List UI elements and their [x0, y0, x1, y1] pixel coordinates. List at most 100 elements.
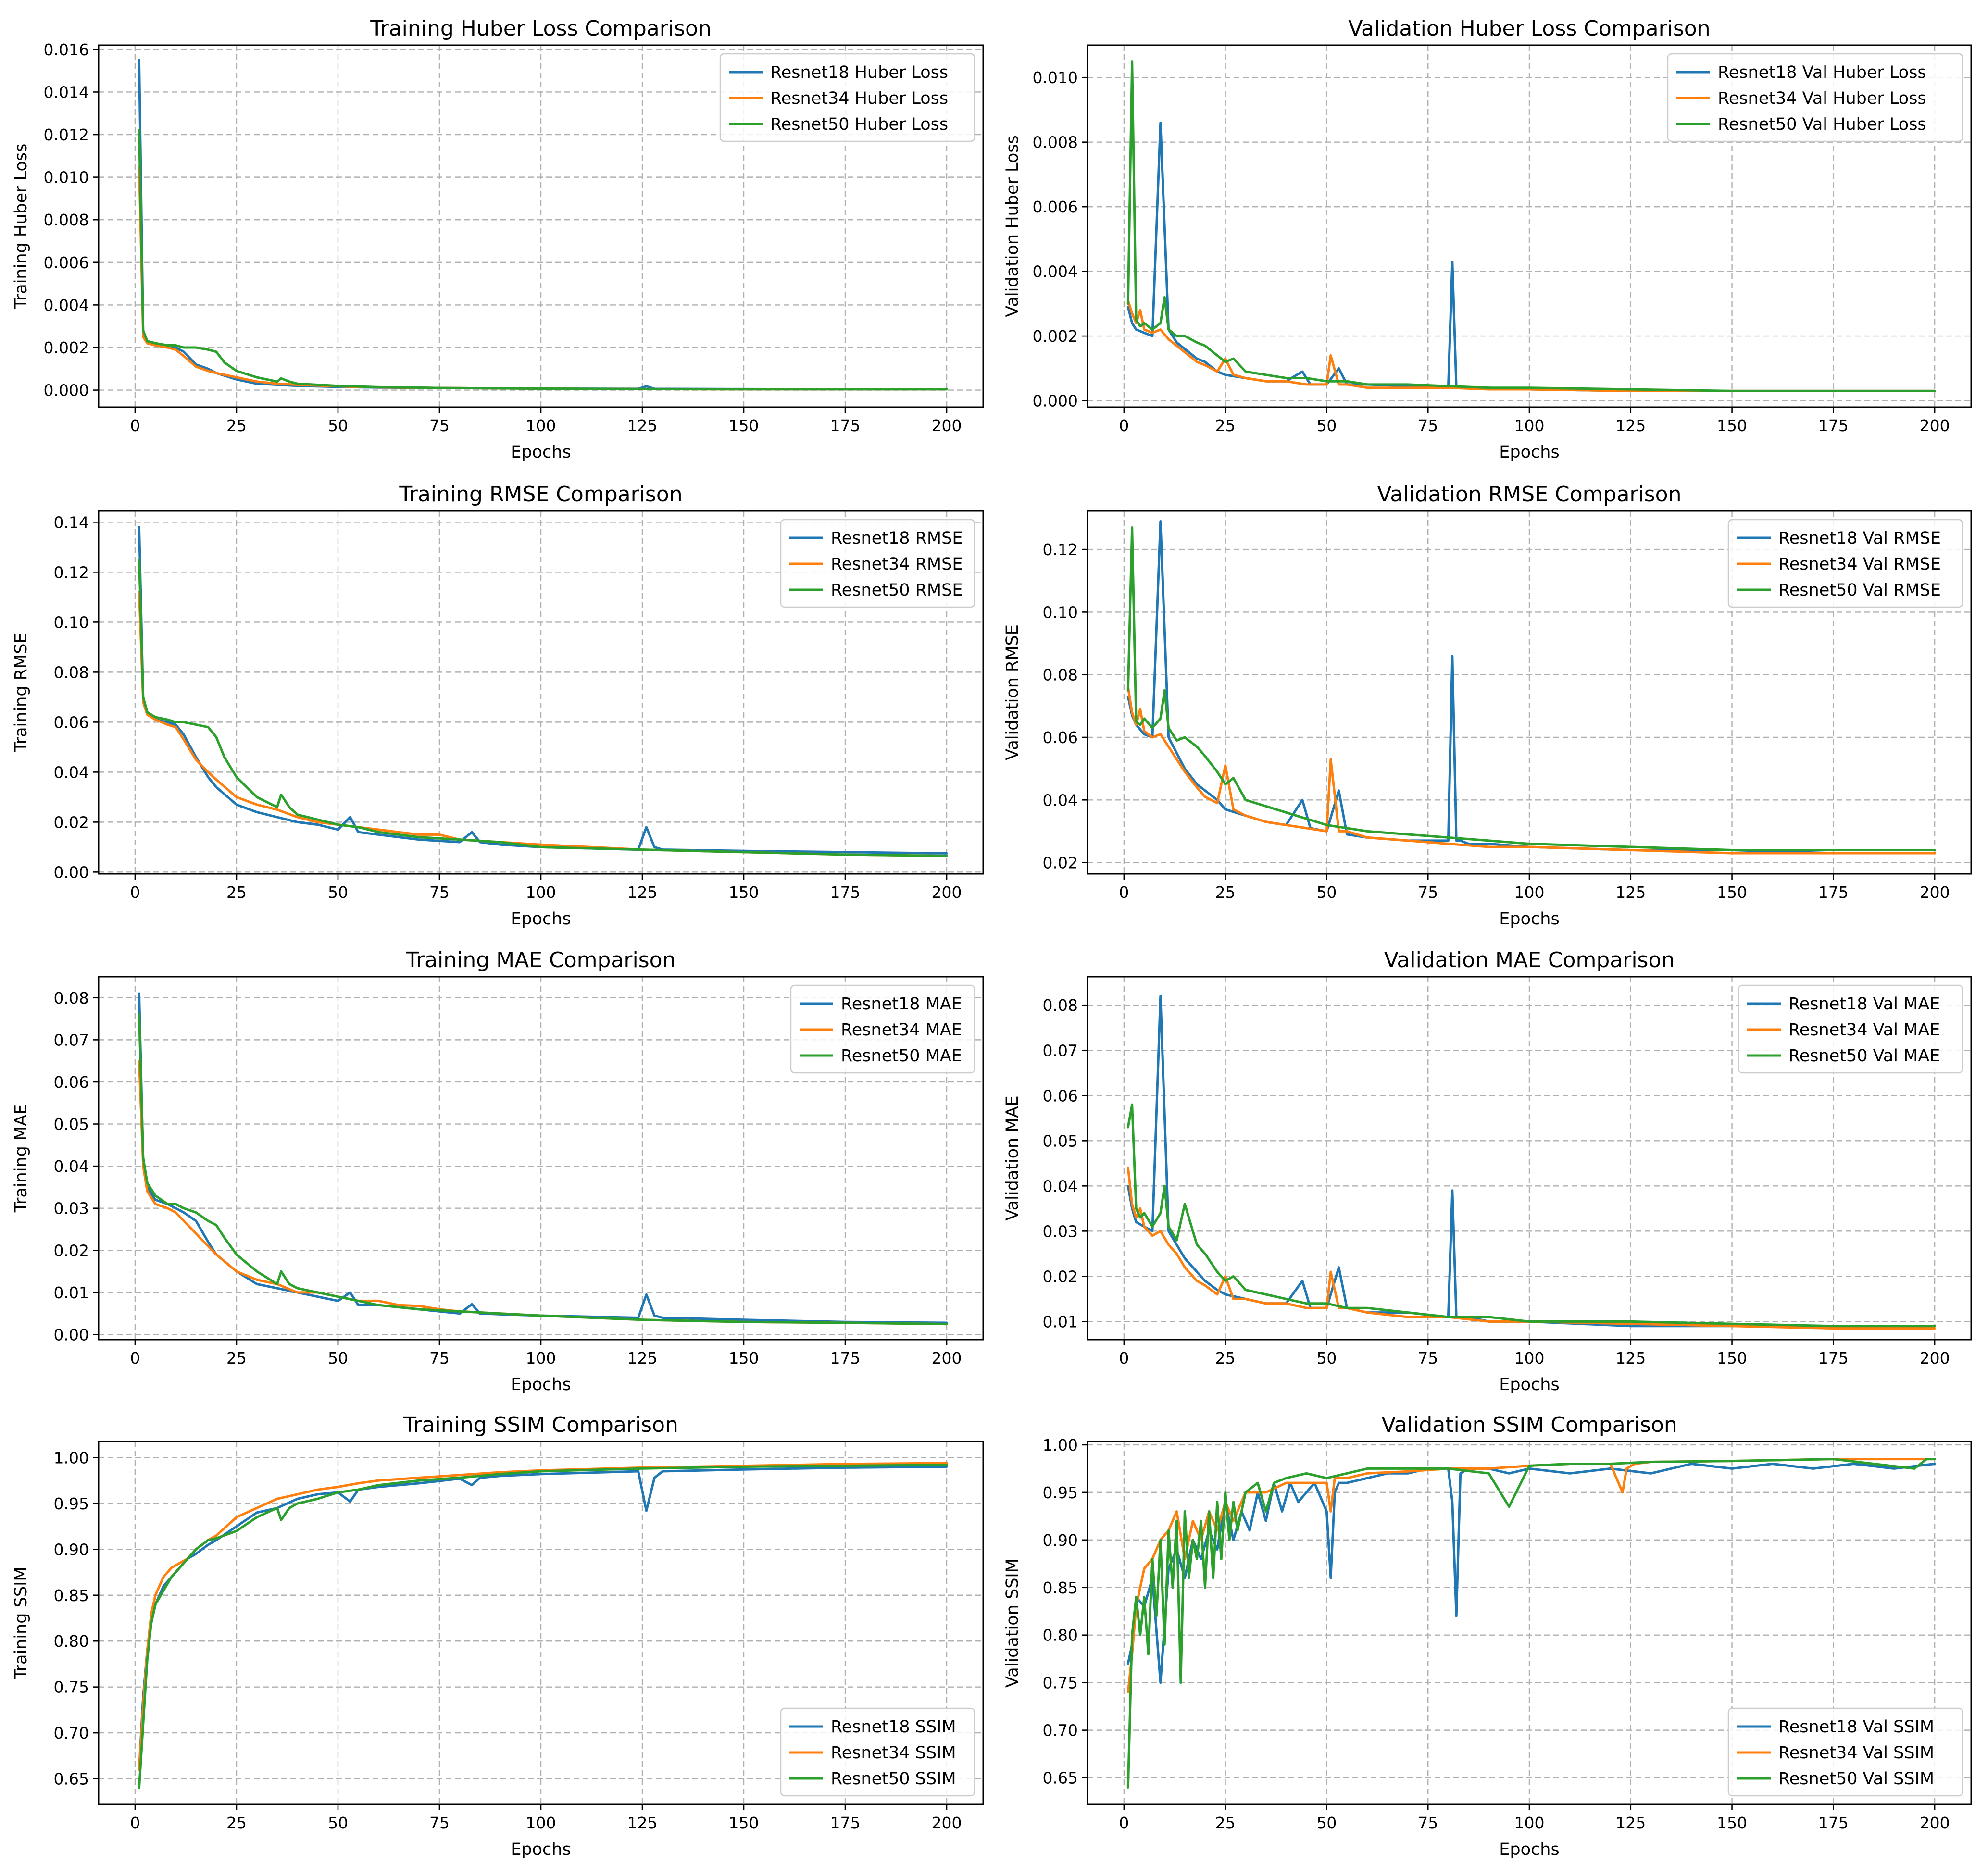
x-tick-label: 100 [526, 1349, 556, 1367]
legend-label: Resnet50 Val MAE [1788, 1046, 1940, 1066]
x-tick-label: 75 [429, 1814, 450, 1832]
x-tick-label: 125 [627, 416, 658, 435]
x-tick-label: 200 [932, 416, 962, 435]
legend-label: Resnet18 Huber Loss [770, 63, 948, 82]
x-tick-label: 150 [1717, 1349, 1747, 1367]
y-axis-label: Validation SSIM [1003, 1558, 1022, 1688]
y-tick-label: 0.08 [54, 663, 89, 682]
x-tick-label: 50 [328, 883, 348, 902]
y-tick-label: 0.80 [54, 1632, 89, 1651]
y-tick-label: 0.00 [54, 1325, 89, 1344]
series-line-3 [1126, 526, 1936, 851]
y-tick-label: 0.000 [44, 381, 89, 400]
chart-panel: 0 25 50 75 100 125 150 175 200 0.65 0.70 0.75 0.80 0.… [12, 1413, 984, 1859]
legend-label: Resnet34 Val Huber Loss [1718, 89, 1926, 108]
legend: Resnet18 Val Huber Loss Resnet34 Val Hube… [1667, 53, 1963, 142]
legend-label: Resnet50 Val Huber Loss [1718, 115, 1926, 134]
x-tick-label: 150 [1717, 1814, 1747, 1832]
x-tick-label: 150 [729, 883, 759, 902]
y-tick-label: 0.06 [54, 1073, 89, 1092]
y-axis-label: Validation MAE [1003, 1095, 1022, 1220]
y-tick-label: 0.07 [54, 1031, 89, 1049]
x-tick-label: 0 [130, 416, 140, 435]
x-tick-label: 100 [526, 883, 556, 902]
y-tick-label: 1.00 [54, 1448, 89, 1467]
x-axis-label: Epochs [1499, 1375, 1559, 1394]
x-tick-label: 125 [627, 1349, 658, 1367]
y-tick-label: 0.95 [1043, 1483, 1078, 1502]
x-tick-label: 0 [130, 883, 140, 902]
x-tick-label: 200 [1920, 1349, 1950, 1367]
x-tick-label: 0 [1119, 416, 1129, 435]
y-tick-label: 0.012 [44, 125, 89, 144]
y-tick-label: 0.02 [1043, 1267, 1078, 1286]
y-tick-label: 0.85 [1043, 1578, 1078, 1597]
chart-title: Training RMSE Comparison [399, 482, 682, 507]
x-tick-label: 100 [1514, 416, 1545, 435]
y-tick-label: 0.75 [1043, 1674, 1078, 1692]
x-tick-label: 200 [1920, 1814, 1950, 1832]
legend-label: Resnet34 Val RMSE [1778, 555, 1941, 574]
x-tick-label: 50 [1316, 1349, 1337, 1367]
y-tick-label: 0.00 [54, 863, 89, 882]
x-tick-label: 200 [932, 883, 962, 902]
y-tick-label: 0.85 [54, 1586, 89, 1605]
x-tick-label: 50 [1316, 416, 1337, 435]
chart-panel: 0 25 50 75 100 125 150 175 200 0.00 0.02 0.04 0.06 0.… [12, 482, 984, 929]
y-tick-label: 0.08 [1043, 666, 1078, 684]
y-tick-label: 0.002 [1033, 327, 1078, 346]
chart-title: Validation MAE Comparison [1384, 948, 1675, 972]
x-tick-label: 150 [1717, 416, 1747, 435]
y-tick-label: 0.03 [1043, 1222, 1078, 1241]
legend-label: Resnet50 Val RMSE [1778, 581, 1941, 600]
y-tick-label: 0.12 [1043, 540, 1078, 559]
y-tick-label: 0.75 [54, 1678, 89, 1697]
x-tick-label: 100 [1514, 883, 1545, 902]
x-tick-label: 150 [729, 1814, 759, 1832]
x-tick-label: 125 [1615, 416, 1646, 435]
series-line-3 [138, 558, 948, 857]
series-line-1 [1126, 1463, 1936, 1684]
x-tick-label: 150 [1717, 883, 1747, 902]
x-tick-label: 25 [1215, 883, 1236, 902]
x-tick-label: 25 [1215, 1349, 1236, 1367]
x-tick-label: 0 [1119, 883, 1129, 902]
y-tick-label: 0.03 [54, 1199, 89, 1218]
legend-box [719, 53, 975, 142]
x-tick-label: 0 [130, 1814, 140, 1832]
chart-panel: 0 25 50 75 100 125 150 175 200 0.00 0.01 0.02 0.03 0.… [12, 948, 984, 1394]
chart-panel: 0 25 50 75 100 125 150 175 200 0.65 0.70 0.75 0.80 0.… [1003, 1413, 1972, 1859]
chart-title: Validation SSIM Comparison [1381, 1413, 1677, 1437]
x-tick-label: 50 [328, 1349, 348, 1367]
y-tick-label: 0.04 [54, 1157, 89, 1176]
y-tick-label: 1.00 [1043, 1436, 1078, 1454]
x-tick-label: 75 [429, 1349, 450, 1367]
legend-label: Resnet18 Val MAE [1788, 994, 1940, 1014]
legend-box [1727, 1707, 1963, 1797]
y-tick-label: 0.006 [44, 253, 89, 272]
legend-label: Resnet50 RMSE [831, 581, 963, 600]
x-tick-label: 125 [627, 883, 658, 902]
series-line-3 [138, 1464, 948, 1789]
chart-panel: 0 25 50 75 100 125 150 175 200 0.000 0.002 0.004 0.0… [12, 16, 984, 462]
x-tick-label: 175 [830, 883, 861, 902]
y-axis-label: Training MAE [12, 1104, 31, 1213]
y-axis-label: Validation RMSE [1003, 624, 1022, 760]
y-tick-label: 0.90 [54, 1540, 89, 1559]
y-tick-label: 0.05 [1043, 1131, 1078, 1150]
series-line-2 [138, 165, 948, 391]
x-tick-label: 125 [627, 1814, 658, 1832]
legend-box [790, 984, 975, 1074]
legend: Resnet18 Val SSIM Resnet34 Val SSIM Resnet… [1727, 1707, 1963, 1797]
y-tick-label: 0.01 [54, 1283, 89, 1302]
legend: Resnet18 MAE Resnet34 MAE Resnet50 MAE [790, 984, 975, 1074]
chart-panel: 0 25 50 75 100 125 150 175 200 0.01 0.02 0.03 0.04 0.… [1003, 948, 1972, 1394]
series-line-3 [138, 1013, 948, 1326]
y-tick-label: 0.14 [54, 513, 89, 532]
legend: Resnet18 RMSE Resnet34 RMSE Resnet50 RMSE [780, 519, 975, 608]
y-tick-label: 0.06 [54, 713, 89, 732]
legend-label: Resnet18 MAE [841, 994, 962, 1014]
chart-title: Training MAE Comparison [406, 948, 676, 972]
x-tick-label: 200 [1920, 416, 1950, 435]
y-axis-label: Training SSIM [12, 1566, 31, 1679]
